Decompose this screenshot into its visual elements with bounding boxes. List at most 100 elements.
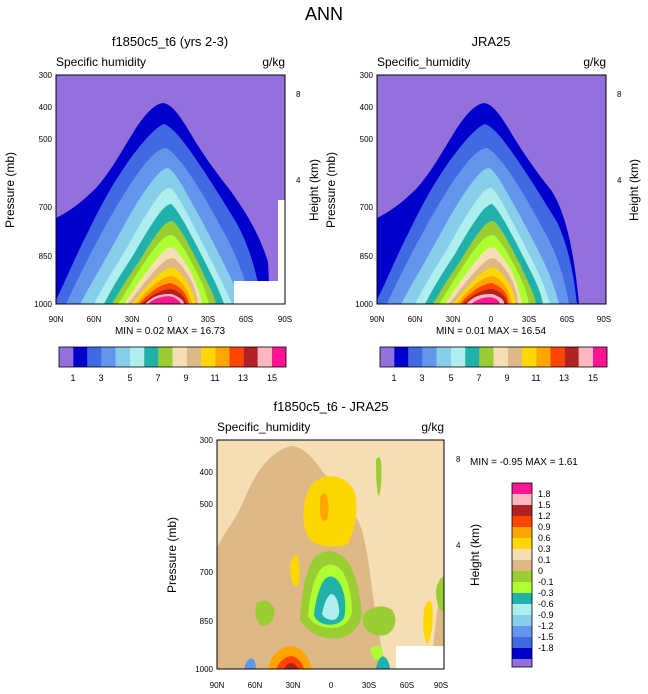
cb-c-4 xyxy=(512,527,532,538)
figure-title: ANN xyxy=(305,4,343,24)
panel-difference-stats: MIN = -0.95 MAX = 1.61 xyxy=(470,457,578,468)
x-tick-90S: 90S xyxy=(278,315,292,324)
panel-model: f1850c5_t6 (yrs 2-3) Specific humidity g… xyxy=(3,34,321,383)
diff-lightgreen-bottom xyxy=(370,645,383,660)
x-tick-0: 0 xyxy=(489,315,494,324)
cb-b-4 xyxy=(436,347,451,367)
panel-model-axes: 300 400 500 700 850 1000 90N 60N 30N 0 3… xyxy=(34,71,301,324)
panel-reanalysis-ylabel-right: Height (km) xyxy=(627,159,641,221)
cb-a-label-11: 11 xyxy=(210,373,219,383)
diff-missing-box xyxy=(396,646,444,669)
cb-c-5 xyxy=(512,538,532,549)
y-tick-500: 500 xyxy=(360,135,374,144)
cb-a-1 xyxy=(73,347,88,367)
panel-difference-left-label: Specific_humidity xyxy=(217,420,310,434)
cb-a-label-3: 3 xyxy=(98,373,103,383)
cb-a-8 xyxy=(172,347,187,367)
diff-yellow-upper xyxy=(303,476,357,547)
diff-yellow-lower xyxy=(290,554,300,587)
x-tick-60S: 60S xyxy=(239,315,253,324)
y-tick-400: 400 xyxy=(360,103,374,112)
cb-c-1 xyxy=(512,494,532,505)
panel-reanalysis-stats: MIN = 0.01 MAX = 16.54 xyxy=(436,326,546,337)
cb-b-8 xyxy=(493,347,508,367)
cb-b-13 xyxy=(564,347,579,367)
x-tick-90N: 90N xyxy=(49,315,64,324)
diff-teal-bottom xyxy=(376,656,390,669)
diff-orange-upper xyxy=(320,493,329,521)
x-tick-90N: 90N xyxy=(370,315,385,324)
cb-c-13 xyxy=(512,626,532,637)
cb-c-7 xyxy=(512,560,532,571)
diff-green-sliver xyxy=(376,457,382,496)
x-tick-60S: 60S xyxy=(560,315,574,324)
y-tick-300: 300 xyxy=(200,436,214,445)
diff-green-left xyxy=(255,600,275,626)
y-tick-500: 500 xyxy=(200,500,214,509)
colorbar-frame xyxy=(58,346,287,368)
cb-b-15 xyxy=(593,347,608,367)
cb-b-label-13: 13 xyxy=(559,373,569,383)
x-tick-60N: 60N xyxy=(248,681,263,690)
x-tick-30N: 30N xyxy=(286,681,301,690)
cb-c-label-1: 1.5 xyxy=(538,500,551,510)
x-tick-60S: 60S xyxy=(400,681,414,690)
y-tick-500: 500 xyxy=(39,135,53,144)
cb-b-2 xyxy=(408,347,423,367)
cb-a-9 xyxy=(186,347,201,367)
y-tick-400: 400 xyxy=(39,103,53,112)
cb-c-label-9: -0.3 xyxy=(538,588,554,598)
height-tick-4: 4 xyxy=(296,176,301,185)
panel-model-ylabel: Pressure (mb) xyxy=(3,152,17,228)
cb-c-label-3: 0.9 xyxy=(538,522,551,532)
cb-c-3 xyxy=(512,516,532,527)
y-tick-700: 700 xyxy=(39,203,53,212)
x-tick-30N: 30N xyxy=(125,315,140,324)
y-tick-1000: 1000 xyxy=(355,300,373,309)
cb-b-5 xyxy=(451,347,466,367)
cb-c-label-13: -1.5 xyxy=(538,632,554,642)
panel-reanalysis-units: g/kg xyxy=(583,55,606,69)
cb-b-3 xyxy=(422,347,437,367)
panel-reanalysis-frame xyxy=(376,74,607,305)
cb-a-15 xyxy=(272,347,287,367)
y-tick-1000: 1000 xyxy=(34,300,52,309)
height-tick-4: 4 xyxy=(617,176,622,185)
panel-difference-axes: 300 400 500 700 850 1000 90N 60N 30N 0 3… xyxy=(195,436,461,690)
panel-reanalysis-axes: 300 400 500 700 850 1000 90N 60N 30N 0 3… xyxy=(355,71,622,324)
cb-b-7 xyxy=(479,347,494,367)
cb-c-2 xyxy=(512,505,532,516)
height-tick-4: 4 xyxy=(456,541,461,550)
cb-c-6 xyxy=(512,549,532,560)
cb-a-label-15: 15 xyxy=(267,373,277,383)
panel-reanalysis-left-label: Specific_humidity xyxy=(377,55,470,69)
x-tick-30N: 30N xyxy=(446,315,461,324)
cb-c-label-0: 1.8 xyxy=(538,489,551,499)
diff-darkred-bottom xyxy=(284,663,298,669)
cb-b-1 xyxy=(394,347,409,367)
cb-a-7 xyxy=(158,347,173,367)
panel-difference: f1850c5_t6 - JRA25 Specific_humidity g/k… xyxy=(165,399,578,690)
panel-reanalysis-ylabel: Pressure (mb) xyxy=(324,152,338,228)
height-tick-8: 8 xyxy=(296,90,301,99)
diff-paleturquoise xyxy=(322,594,340,620)
cb-c-label-8: -0.1 xyxy=(538,577,554,587)
x-tick-30S: 30S xyxy=(201,315,215,324)
cb-b-label-5: 5 xyxy=(448,373,453,383)
cb-b-label-3: 3 xyxy=(419,373,424,383)
panel-model-frame xyxy=(55,74,286,305)
cb-c-14 xyxy=(512,637,532,648)
cb-b-label-15: 15 xyxy=(588,373,598,383)
y-tick-850: 850 xyxy=(360,252,374,261)
cb-b-10 xyxy=(522,347,537,367)
cb-a-6 xyxy=(144,347,159,367)
cb-c-0 xyxy=(512,483,532,494)
missing-data-box xyxy=(234,281,280,304)
band-16 xyxy=(148,296,181,304)
cb-c-label-7: 0 xyxy=(538,566,543,576)
panel-difference-ylabel-right: Height (km) xyxy=(468,524,482,586)
diff-yellow-right xyxy=(423,600,433,644)
panel-difference-plot xyxy=(216,439,445,670)
cb-b-14 xyxy=(578,347,593,367)
